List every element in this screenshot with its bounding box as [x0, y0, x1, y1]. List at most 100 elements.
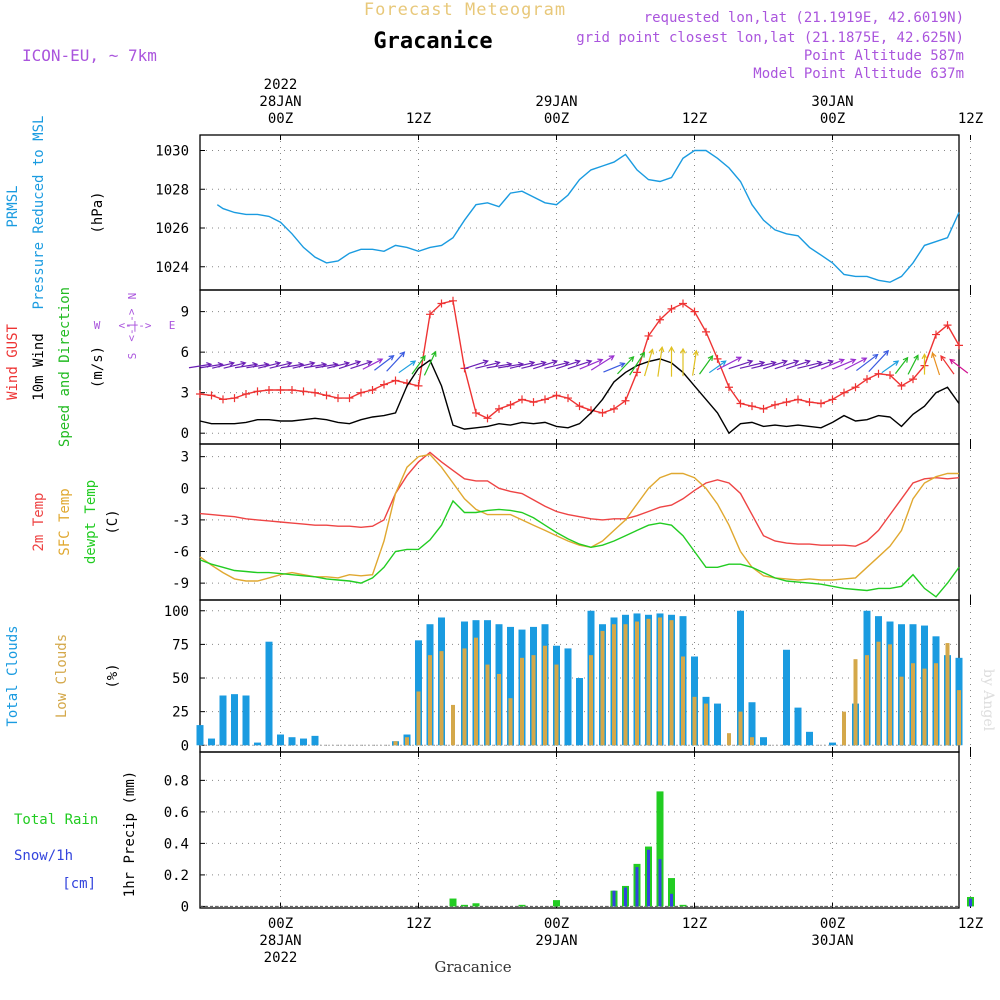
y-tick-label: 50: [172, 671, 189, 687]
arrow-shaft: [486, 363, 512, 369]
arrow-head: [366, 360, 373, 366]
wind-direction-arrow: [258, 361, 282, 369]
arrow-shaft: [657, 347, 663, 377]
arrow-shaft: [708, 360, 727, 374]
arrow-shaft: [280, 363, 304, 369]
y-tick-label: 0.2: [164, 868, 189, 884]
low-cloud-bar: [612, 624, 616, 746]
y-tick-label: 1024: [155, 260, 189, 276]
compass-west: W: [94, 319, 101, 332]
arrow-head: [648, 348, 655, 355]
arrow-shaft: [350, 361, 372, 370]
panel-label: (C): [105, 509, 121, 534]
arrow-head: [354, 360, 362, 366]
wind-direction-arrow: [881, 360, 900, 374]
rain-bar: [472, 903, 480, 907]
arrow-shaft: [797, 361, 822, 369]
rain-bar: [449, 898, 457, 907]
gust-point-marker: [552, 391, 561, 400]
y-tick-label: 100: [164, 604, 189, 620]
low-cloud-bar: [922, 668, 927, 746]
wind-direction-arrow: [544, 360, 570, 369]
gust-point-marker: [713, 354, 722, 363]
total-cloud-bar: [748, 702, 756, 746]
arrow-shaft: [362, 358, 383, 370]
rain-bar: [518, 904, 526, 907]
panel-label: (%): [105, 663, 121, 688]
wind-direction-arrow: [223, 361, 247, 369]
arrow-head: [770, 360, 777, 367]
gust-point-marker: [817, 399, 825, 408]
snow-bar: [658, 859, 662, 907]
series-line-dewpt-temp: [199, 499, 960, 598]
y-tick-label: 3: [181, 386, 189, 402]
arrow-shaft: [844, 357, 867, 371]
arrow-shaft: [603, 362, 625, 373]
arrow-head: [628, 355, 635, 362]
arrow-shaft: [699, 355, 713, 375]
wind-direction-arrow: [739, 360, 766, 369]
panel-label: Speed and Direction: [57, 287, 73, 447]
wind-direction-arrow: [292, 361, 316, 369]
total-cloud-bar: [300, 738, 307, 746]
bottom-time-label: 12Z: [682, 916, 707, 932]
gust-point-marker: [414, 381, 423, 390]
gust-point-marker: [851, 383, 860, 392]
panel-label: (m/s): [90, 346, 106, 388]
wind-direction-arrow: [668, 345, 675, 377]
arrow-shaft: [832, 359, 856, 370]
arrow-shaft: [411, 355, 426, 375]
wind-direction-arrow: [797, 360, 823, 369]
wind-direction-arrow: [708, 360, 727, 374]
panel-frame: [199, 289, 960, 445]
wind-direction-arrow: [362, 358, 384, 370]
gust-point-marker: [610, 404, 618, 413]
wind-direction-arrow: [521, 360, 547, 369]
wind-direction-arrow: [949, 358, 969, 374]
total-cloud-bar: [564, 648, 572, 746]
gust-point-marker: [380, 380, 388, 389]
watermark: by Angel: [980, 669, 996, 732]
gust-point-marker: [541, 395, 549, 404]
arrow-shaft: [716, 356, 742, 371]
arrow-head: [658, 346, 665, 353]
wind-direction-arrow: [509, 360, 536, 369]
arrow-shaft: [423, 351, 437, 376]
panel-label: PRMSL: [5, 185, 21, 227]
arrow-head: [529, 360, 536, 367]
snow-bar: [635, 867, 639, 907]
gust-point-marker: [518, 395, 526, 404]
arrow-shaft: [856, 354, 878, 372]
total-cloud-bar: [829, 742, 836, 746]
gust-point-marker: [736, 399, 745, 408]
snow-bar: [969, 898, 972, 907]
top-time-label: 00Z: [820, 111, 845, 127]
wind-direction-arrow: [844, 357, 868, 371]
arrow-head: [586, 359, 593, 366]
arrow-head: [940, 354, 946, 362]
gust-point-marker: [230, 394, 239, 403]
arrow-head: [431, 350, 437, 357]
top-time-label: 12Z: [682, 111, 707, 127]
arrow-head: [692, 349, 699, 356]
snow-bar: [624, 887, 627, 907]
arrow-shaft: [894, 357, 909, 375]
arrow-head: [668, 345, 675, 352]
low-cloud-bar: [474, 637, 478, 746]
arrow-shaft: [223, 362, 246, 369]
wind-direction-arrow: [374, 354, 395, 371]
arrow-head: [930, 351, 937, 359]
low-cloud-bar: [692, 696, 697, 746]
compass-north: N: [126, 293, 139, 300]
arrow-shaft: [820, 359, 845, 370]
wind-direction-arrow: [269, 361, 293, 369]
y-tick-label: 0.8: [164, 773, 189, 789]
panel-label: 2m Temp: [31, 492, 47, 551]
wind-direction-arrow: [629, 351, 646, 376]
total-cloud-bar: [196, 725, 204, 746]
bottom-time-label: 29JAN: [535, 933, 577, 949]
top-time-label: 29JAN: [535, 94, 577, 110]
gust-point-marker: [943, 321, 952, 330]
gust-point-marker: [575, 402, 584, 411]
arrow-head: [861, 357, 868, 363]
